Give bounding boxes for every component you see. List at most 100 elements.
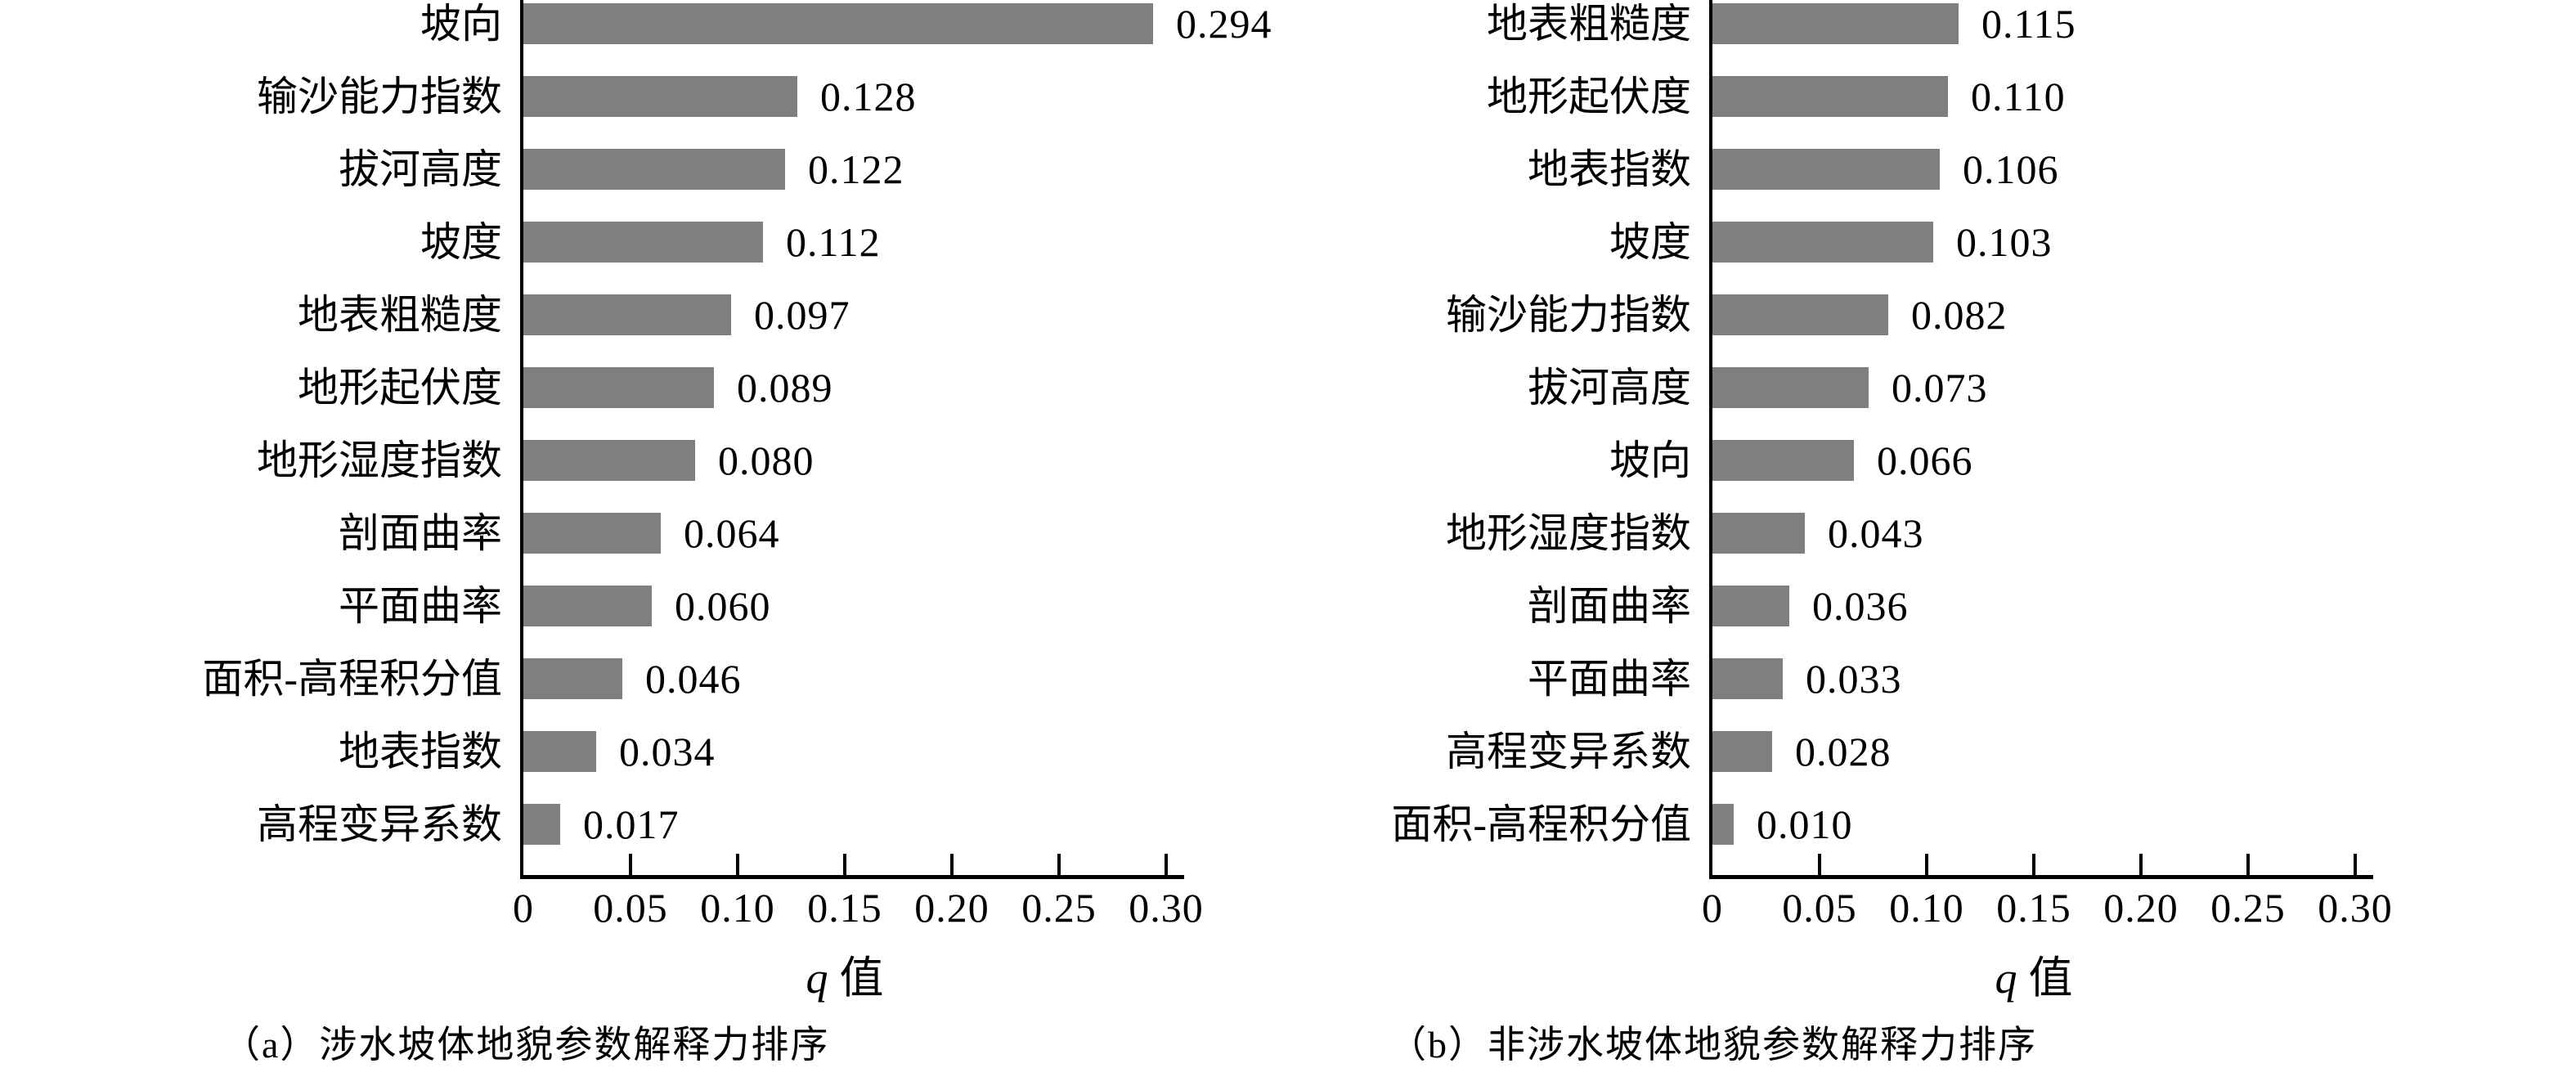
value-label: 0.073 — [1892, 365, 1988, 411]
x-tick — [1925, 854, 1928, 875]
bar — [523, 513, 661, 554]
x-tick — [950, 854, 954, 875]
value-label: 0.060 — [675, 583, 771, 629]
value-label: 0.294 — [1176, 1, 1272, 47]
x-tick-label: 0.30 — [2318, 885, 2393, 931]
bar — [523, 294, 731, 335]
x-tick-label: 0.05 — [1782, 885, 1857, 931]
category-label: 平面曲率 — [339, 583, 502, 629]
category-label: 坡度 — [420, 219, 502, 265]
y-axis-line — [520, 0, 523, 879]
x-axis-line — [1709, 875, 2373, 879]
value-label: 0.043 — [1828, 510, 1924, 556]
value-label: 0.097 — [754, 292, 850, 338]
category-label: 剖面曲率 — [1528, 583, 1691, 629]
bar — [523, 367, 714, 408]
category-label: 面积-高程积分值 — [202, 656, 502, 702]
bar — [523, 804, 560, 845]
category-label: 坡向 — [420, 1, 502, 47]
bar — [523, 149, 785, 190]
bar — [1712, 513, 1805, 554]
value-label: 0.036 — [1812, 583, 1909, 629]
bar — [523, 76, 797, 117]
chart-a-caption: （a）涉水坡体地貌参数解释力排序 — [222, 1024, 830, 1066]
x-tick — [736, 854, 739, 875]
bar — [523, 3, 1153, 44]
x-tick — [1057, 854, 1061, 875]
x-tick-label: 0 — [1702, 885, 1723, 931]
x-tick — [2246, 854, 2250, 875]
value-label: 0.128 — [820, 74, 917, 119]
x-tick-label: 0.20 — [2103, 885, 2179, 931]
value-label: 0.110 — [1971, 74, 2066, 119]
value-label: 0.106 — [1963, 146, 2059, 192]
x-tick — [2139, 854, 2143, 875]
x-axis-line — [520, 875, 1184, 879]
value-label: 0.080 — [718, 438, 815, 483]
x-tick-label: 0.25 — [1021, 885, 1097, 931]
bar — [1712, 658, 1783, 699]
category-label: 面积-高程积分值 — [1391, 801, 1691, 847]
value-label: 0.033 — [1806, 656, 1902, 702]
bar — [1712, 367, 1869, 408]
x-tick — [2354, 854, 2357, 875]
value-label: 0.034 — [619, 729, 716, 774]
category-label: 地形湿度指数 — [257, 438, 502, 483]
bar — [523, 440, 695, 481]
chart-b-xaxis-unit: 值 — [2028, 954, 2073, 1003]
x-tick — [1165, 854, 1168, 875]
x-tick-label: 0.20 — [914, 885, 990, 931]
value-label: 0.028 — [1795, 729, 1892, 774]
bar — [523, 658, 622, 699]
category-label: 剖面曲率 — [339, 510, 502, 556]
category-label: 坡向 — [1609, 438, 1691, 483]
category-label: 高程变异系数 — [257, 801, 502, 847]
value-label: 0.089 — [737, 365, 833, 411]
value-label: 0.115 — [1981, 1, 2076, 47]
category-label: 高程变异系数 — [1446, 729, 1691, 774]
x-tick-label: 0.10 — [700, 885, 775, 931]
bar — [1712, 804, 1734, 845]
x-tick-label: 0.25 — [2210, 885, 2286, 931]
value-label: 0.122 — [808, 146, 904, 192]
category-label: 平面曲率 — [1528, 656, 1691, 702]
category-label: 地表指数 — [339, 729, 502, 774]
bar — [1712, 731, 1772, 772]
bar — [1712, 294, 1888, 335]
x-tick — [843, 854, 846, 875]
chart-b-xaxis-var: q — [1995, 954, 2017, 1003]
bar — [523, 586, 652, 626]
bar — [1712, 586, 1789, 626]
chart-a-xaxis-var: q — [806, 954, 828, 1003]
x-tick — [629, 854, 632, 875]
value-label: 0.010 — [1757, 801, 1853, 847]
category-label: 地形湿度指数 — [1446, 510, 1691, 556]
x-tick-label: 0.30 — [1129, 885, 1204, 931]
x-tick-label: 0.10 — [1889, 885, 1964, 931]
x-tick-label: 0.05 — [593, 885, 668, 931]
bar — [523, 731, 596, 772]
value-label: 0.017 — [583, 801, 680, 847]
category-label: 拔河高度 — [339, 146, 502, 192]
bar — [1712, 3, 1959, 44]
category-label: 拔河高度 — [1528, 365, 1691, 411]
x-tick — [2032, 854, 2035, 875]
value-label: 0.066 — [1877, 438, 1973, 483]
category-label: 地形起伏度 — [1487, 74, 1691, 119]
chart-b-caption: （b）非涉水坡体地貌参数解释力排序 — [1389, 1024, 2037, 1066]
category-label: 地表粗糙度 — [298, 292, 502, 338]
bar — [1712, 440, 1854, 481]
category-label: 输沙能力指数 — [257, 74, 502, 119]
category-label: 输沙能力指数 — [1446, 292, 1691, 338]
category-label: 地表粗糙度 — [1487, 1, 1691, 47]
x-tick-label: 0 — [513, 885, 534, 931]
value-label: 0.064 — [684, 510, 780, 556]
x-tick-label: 0.15 — [1996, 885, 2071, 931]
y-axis-line — [1709, 0, 1712, 879]
category-label: 坡度 — [1609, 219, 1691, 265]
